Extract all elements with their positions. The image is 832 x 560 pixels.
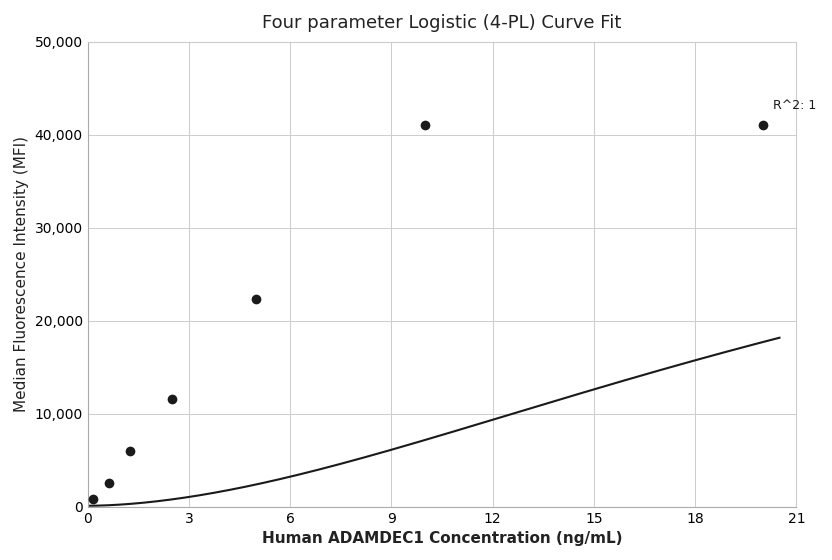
Point — [123, 446, 136, 455]
Y-axis label: Median Fluorescence Intensity (MFI): Median Fluorescence Intensity (MFI) — [14, 136, 29, 412]
Point — [250, 295, 263, 304]
Text: R^2: 1: R^2: 1 — [773, 99, 816, 111]
X-axis label: Human ADAMDEC1 Concentration (ng/mL): Human ADAMDEC1 Concentration (ng/mL) — [262, 531, 622, 546]
Point — [756, 121, 770, 130]
Title: Four parameter Logistic (4-PL) Curve Fit: Four parameter Logistic (4-PL) Curve Fit — [262, 14, 622, 32]
Point — [418, 121, 432, 130]
Point — [166, 394, 179, 403]
Point — [87, 495, 100, 504]
Point — [102, 479, 116, 488]
